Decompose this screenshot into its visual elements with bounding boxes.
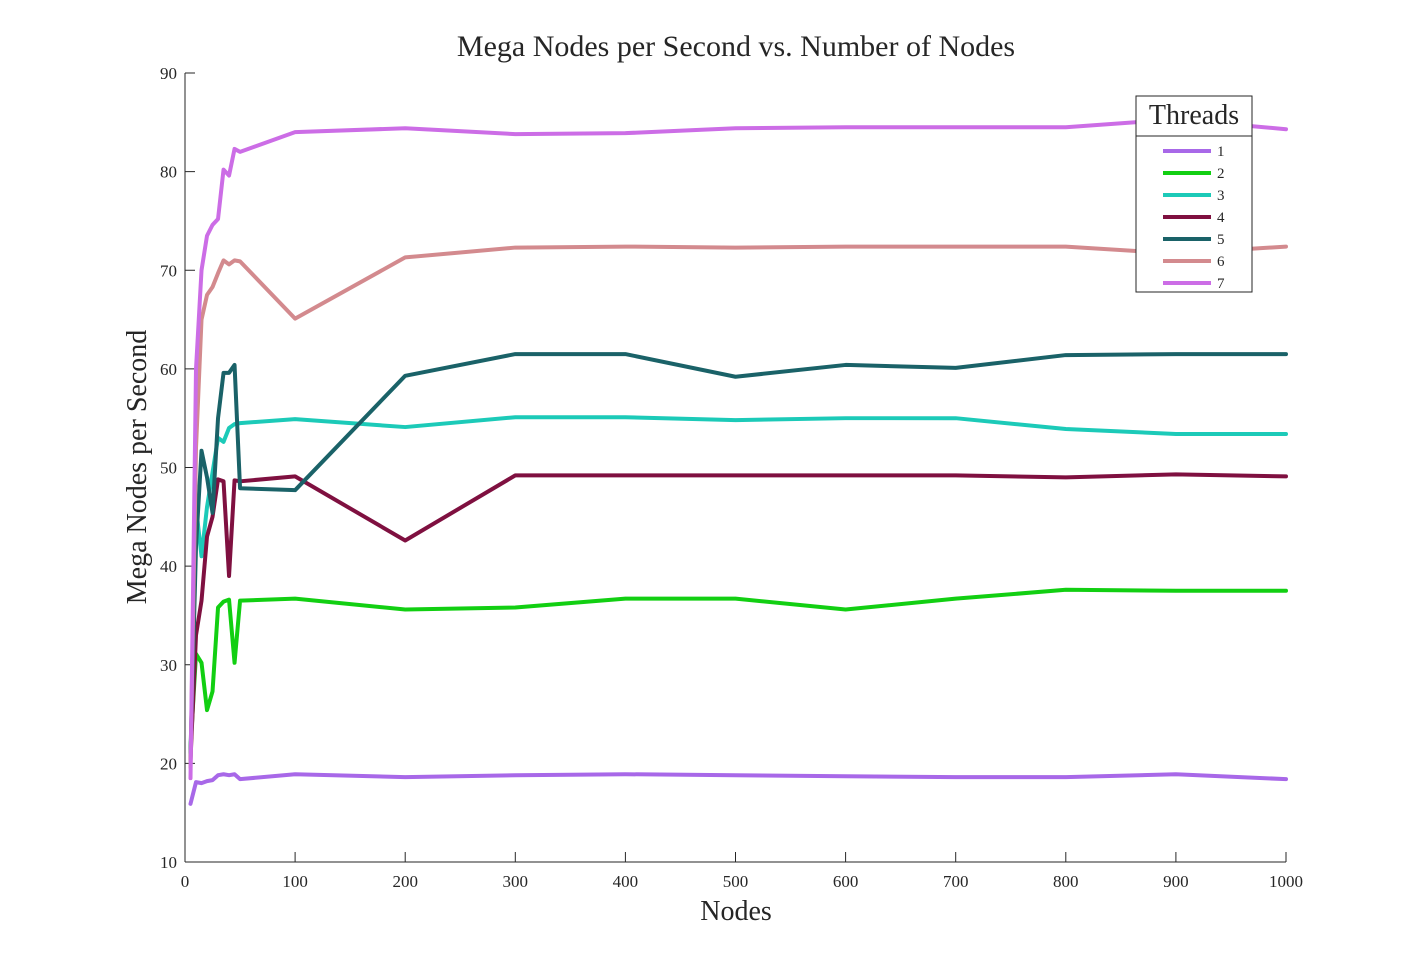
x-tick-label: 700 [943, 872, 969, 891]
y-tick-label: 40 [160, 557, 177, 576]
series-line-4 [188, 472, 1288, 762]
legend-label-5: 5 [1217, 232, 1225, 248]
x-axis-label: Nodes [700, 896, 772, 927]
series-line-3 [188, 415, 1288, 763]
legend-label-3: 3 [1217, 188, 1225, 204]
x-tick-group: 0 100 200 300 400 500 600 700 800 900 1000 [181, 852, 1303, 891]
legend-label-7: 7 [1217, 276, 1225, 292]
series-line-7 [188, 117, 1288, 781]
series-line-5 [188, 352, 1288, 755]
series-line-2 [188, 587, 1288, 751]
x-tick-label: 400 [613, 872, 639, 891]
x-tick-label: 600 [833, 872, 859, 891]
legend-title: Threads [1149, 100, 1239, 131]
x-tick-label: 1000 [1269, 872, 1303, 891]
legend-label-6: 6 [1217, 254, 1225, 270]
y-axis-label: Mega Nodes per Second [122, 330, 153, 604]
y-tick-group: 10 20 30 40 50 60 70 80 90 [160, 64, 195, 872]
series-line-1 [188, 772, 1288, 806]
y-tick-label: 80 [160, 163, 177, 182]
legend-label-2: 2 [1217, 166, 1225, 182]
x-tick-label: 300 [503, 872, 529, 891]
y-tick-label: 10 [160, 853, 177, 872]
series-group [188, 117, 1288, 806]
x-tick-label: 900 [1163, 872, 1189, 891]
x-tick-label: 500 [723, 872, 749, 891]
y-tick-label: 90 [160, 64, 177, 83]
x-tick-label: 0 [181, 872, 190, 891]
y-tick-label: 70 [160, 261, 177, 280]
x-tick-label: 200 [392, 872, 418, 891]
legend-entries: 1 2 3 4 5 6 7 [1163, 144, 1225, 292]
y-tick-label: 20 [160, 754, 177, 773]
axes [184, 73, 1286, 863]
y-tick-label: 60 [160, 360, 177, 379]
x-tick-label: 100 [282, 872, 308, 891]
series-line-6 [188, 244, 1288, 770]
chart-title: Mega Nodes per Second vs. Number of Node… [457, 30, 1015, 63]
legend: Threads 1 2 3 4 5 6 7 [1135, 95, 1253, 293]
legend-label-4: 4 [1217, 210, 1225, 226]
y-tick-label: 50 [160, 459, 177, 478]
y-tick-label: 30 [160, 656, 177, 675]
x-tick-label: 800 [1053, 872, 1079, 891]
legend-label-1: 1 [1217, 144, 1225, 160]
